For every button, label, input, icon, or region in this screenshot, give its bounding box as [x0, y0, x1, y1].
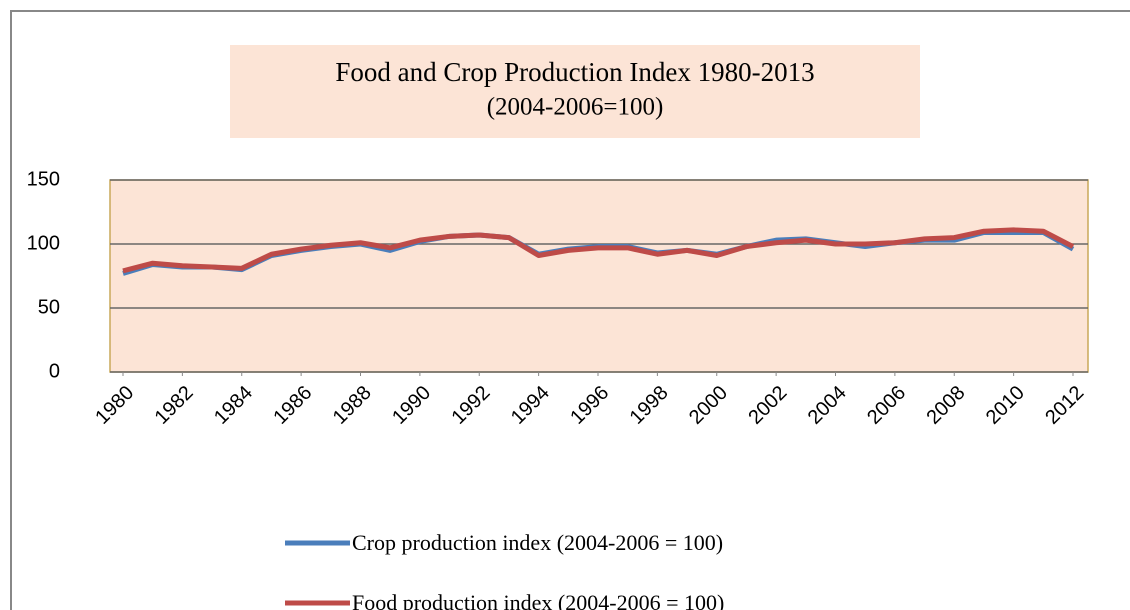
title-box	[230, 45, 920, 138]
legend-label: Food production index (2004-2006 = 100)	[352, 590, 724, 610]
x-tick-label: 1982	[151, 382, 198, 429]
y-tick-label: 100	[27, 232, 60, 254]
x-tick-label: 1992	[447, 382, 494, 429]
x-tick-label: 2008	[922, 382, 969, 429]
x-tick-label: 1986	[269, 382, 316, 429]
chart-subtitle: (2004-2006=100)	[487, 94, 664, 121]
x-tick-label: 1990	[388, 382, 435, 429]
y-tick-label: 150	[27, 168, 60, 190]
x-tick-label: 2012	[1041, 382, 1088, 429]
y-tick-label: 50	[38, 296, 60, 318]
chart-title: Food and Crop Production Index 1980-2013	[335, 57, 814, 87]
x-tick-label: 2004	[804, 382, 851, 429]
x-tick-label: 1988	[329, 382, 376, 429]
x-tick-label: 1998	[626, 382, 673, 429]
x-tick-label: 2002	[744, 382, 791, 429]
x-tick-label: 1980	[91, 382, 138, 429]
y-tick-label: 0	[49, 360, 60, 382]
x-tick-label: 1984	[210, 382, 257, 429]
x-tick-label: 2006	[863, 382, 910, 429]
x-tick-label: 1996	[566, 382, 613, 429]
x-tick-label: 1994	[507, 382, 554, 429]
series-line	[122, 227, 1075, 274]
x-tick-label: 2000	[685, 382, 732, 429]
legend-label: Crop production index (2004-2006 = 100)	[352, 530, 723, 555]
plot-area	[109, 179, 1089, 373]
x-tick-label: 2010	[982, 382, 1029, 429]
